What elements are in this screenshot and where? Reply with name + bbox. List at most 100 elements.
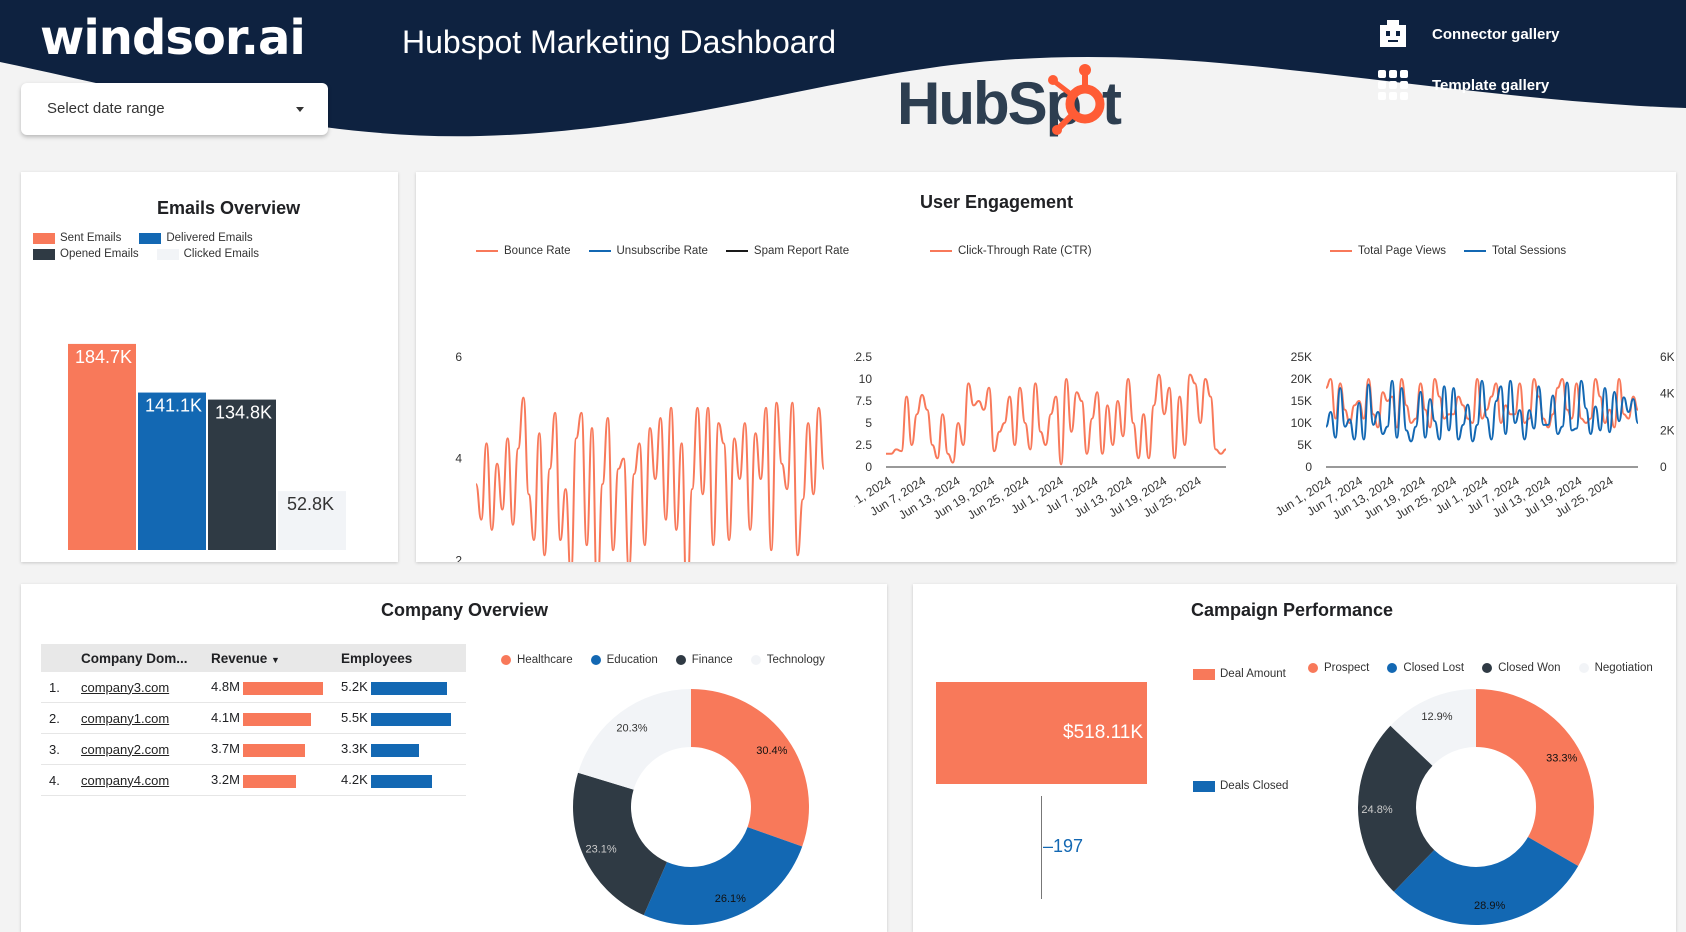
template-gallery-link[interactable]: Template gallery [1376, 68, 1549, 102]
table-row[interactable]: 3. company2.com 3.7M 3.3K [41, 733, 466, 765]
legend-item-technology[interactable]: Technology [750, 654, 825, 666]
employees-bar [371, 681, 447, 695]
revenue-bar [243, 681, 323, 695]
revenue-bar [243, 774, 296, 788]
revenue-cell: 3.7M [211, 733, 341, 765]
legend-item-prospect[interactable]: Prospect [1308, 662, 1369, 674]
legend-item-unsubscribe-rate[interactable]: Unsubscribe Rate [588, 245, 708, 257]
series-line-total-sessions [1325, 379, 1639, 443]
legend-item-opened[interactable]: Opened Emails [33, 248, 139, 260]
y-tick-label: 10K [1291, 416, 1312, 430]
bar-clicked-emails [278, 491, 346, 550]
connector-gallery-link[interactable]: Connector gallery [1376, 17, 1560, 51]
revenue-bar [243, 743, 305, 757]
campaign-performance-panel: Campaign Performance $518.11K –197 Deal … [913, 584, 1676, 932]
chevron-down-icon [296, 107, 304, 112]
deals-closed-axis-line [1041, 796, 1042, 899]
col-header-revenue[interactable]: Revenue ▼ [211, 644, 341, 672]
hubspot-logo: HubSp t [897, 62, 1137, 142]
engagement-chart2-legend: Click-Through Rate (CTR) [930, 245, 1110, 257]
legend-item-clicked[interactable]: Clicked Emails [156, 248, 259, 260]
series-line-click-through-rate-ctr- [886, 373, 1227, 466]
row-index: 3. [41, 733, 81, 765]
deals-closed-value: –197 [1043, 836, 1084, 856]
employees-cell: 4.2K [341, 764, 466, 796]
y-tick-label: 2 [455, 553, 462, 562]
slice-percent-label: 30.4% [756, 745, 787, 757]
emails-overview-panel: Emails Overview Sent Emails Delivered Em… [21, 172, 398, 562]
legend-item-delivered[interactable]: Delivered Emails [139, 232, 253, 244]
y-tick-label: 4 [455, 452, 462, 466]
company-domain-cell[interactable]: company2.com [81, 733, 211, 765]
y-right-tick-label: 0 [1660, 460, 1667, 474]
company-domain-cell[interactable]: company4.com [81, 764, 211, 796]
slice-percent-label: 23.1% [586, 843, 617, 855]
legend-item-ctr[interactable]: Click-Through Rate (CTR) [930, 245, 1092, 257]
y-tick-label: 5 [865, 416, 872, 430]
legend-item-page-views[interactable]: Total Page Views [1330, 245, 1446, 257]
emails-overview-legend: Sent Emails Delivered Emails Opened Emai… [33, 232, 393, 260]
legend-item-closed-lost[interactable]: Closed Lost [1387, 662, 1464, 674]
slice-percent-label: 24.8% [1361, 804, 1392, 816]
slice-percent-label: 12.9% [1421, 711, 1452, 723]
date-range-select[interactable]: Select date range [21, 83, 328, 135]
employees-cell: 5.5K [341, 702, 466, 734]
connector-gallery-label: Connector gallery [1432, 25, 1560, 43]
company-table: Company Dom... Revenue ▼ Employees 1. com… [41, 644, 466, 796]
legend-item-spam-report-rate[interactable]: Spam Report Rate [725, 245, 849, 257]
slice-technology [578, 689, 691, 790]
deal-stage-donut-chart: 33.3% 28.9% 24.8% 12.9% [1358, 689, 1594, 925]
slice-closed-lost [1393, 837, 1579, 925]
legend-item-deals-closed[interactable]: Deals Closed [1193, 780, 1288, 792]
deal-amount-value: $518.11K [1063, 722, 1143, 743]
company-overview-title: Company Overview [381, 600, 549, 620]
legend-item-deal-amount[interactable]: Deal Amount [1193, 668, 1286, 680]
legend-item-education[interactable]: Education [590, 654, 658, 666]
deal-amount-scorecard[interactable]: $518.11K [936, 682, 1147, 784]
table-row[interactable]: 4. company4.com 3.2M 4.2K [41, 764, 466, 796]
user-engagement-title: User Engagement [920, 192, 1074, 212]
legend-item-finance[interactable]: Finance [675, 654, 733, 666]
slice-percent-label: 33.3% [1546, 753, 1577, 765]
revenue-cell: 4.1M [211, 702, 341, 734]
col-header-employees[interactable]: Employees [341, 644, 466, 672]
sort-desc-icon: ▼ [271, 654, 280, 665]
revenue-cell: 3.2M [211, 764, 341, 796]
y-tick-label: 15K [1291, 394, 1312, 408]
legend-item-bounce-rate[interactable]: Bounce Rate [476, 245, 571, 257]
bar-opened-emails [208, 399, 276, 550]
series-line-total-page-views [1325, 377, 1639, 429]
company-domain-cell[interactable]: company3.com [81, 672, 211, 703]
employees-cell: 5.2K [341, 672, 466, 703]
legend-item-healthcare[interactable]: Healthcare [501, 654, 573, 666]
legend-item-closed-won[interactable]: Closed Won [1482, 662, 1561, 674]
slice-percent-label: 20.3% [616, 722, 647, 734]
col-header-company-domain[interactable]: Company Dom... [81, 644, 211, 672]
bar-sent-emails [68, 343, 136, 550]
table-row[interactable]: 1. company3.com 4.8M 5.2K [41, 672, 466, 703]
bar-value-label: 134.8K [215, 403, 272, 423]
slice-prospect [1476, 689, 1594, 866]
row-index: 1. [41, 672, 81, 703]
header-wave-background [0, 0, 1686, 137]
company-domain-cell[interactable]: company1.com [81, 702, 211, 734]
company-table-header: Company Dom... Revenue ▼ Employees [41, 644, 466, 672]
windsor-logo[interactable]: windsor.ai [40, 10, 306, 66]
campaign-performance-title: Campaign Performance [1191, 600, 1394, 620]
y-tick-label: 5K [1297, 438, 1312, 452]
table-row[interactable]: 2. company1.com 4.1M 5.5K [41, 702, 466, 734]
y-tick-label: 12.5 [854, 350, 872, 364]
legend-item-sessions[interactable]: Total Sessions [1464, 245, 1566, 257]
y-right-tick-label: 4K [1660, 387, 1674, 401]
y-right-tick-label: 6K [1660, 350, 1674, 364]
legend-item-negotiation[interactable]: Negotiation [1578, 662, 1653, 674]
y-tick-label: 10 [859, 372, 873, 386]
legend-item-sent[interactable]: Sent Emails [33, 232, 121, 244]
emails-bar-chart: 184.7K 141.1K 134.8K 52.8K [68, 343, 346, 550]
slice-percent-label: 28.9% [1474, 900, 1505, 912]
series-line-bounce-rate [475, 396, 825, 562]
engagement-chart3-legend: Total Page Views Total Sessions [1330, 245, 1584, 257]
y-tick-label: 0 [865, 460, 872, 474]
hubspot-logo-mark: HubSp t [897, 64, 1124, 137]
